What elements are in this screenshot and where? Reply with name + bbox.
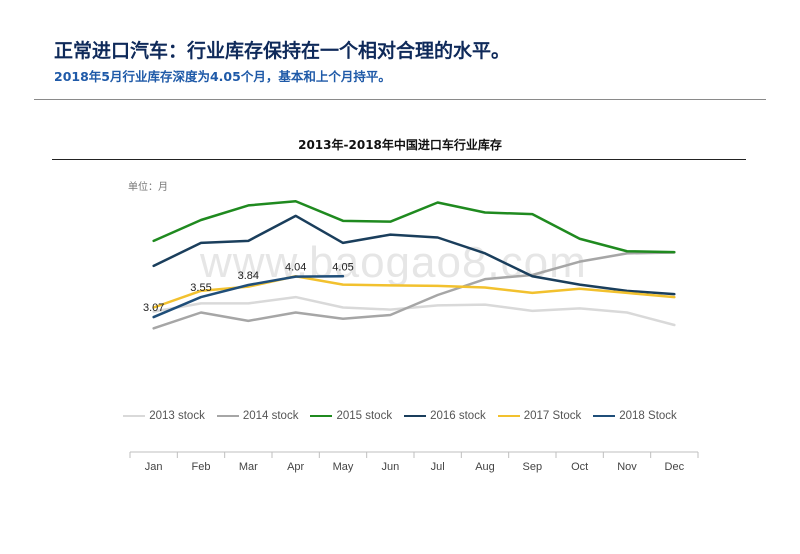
data-label-may: 4.05 — [332, 261, 353, 273]
x-tick-label-feb: Feb — [192, 461, 211, 473]
chart-title-divider — [52, 159, 746, 160]
x-tick-label-may: May — [333, 461, 354, 473]
x-tick-label-oct: Oct — [571, 461, 588, 473]
watermark-text: www.baogao8.com — [200, 238, 587, 287]
x-tick-label-aug: Aug — [475, 461, 495, 473]
legend-swatch-2013-stock — [123, 415, 146, 417]
legend-label-2017-stock: 2017 Stock — [523, 410, 582, 422]
data-label-mar: 3.84 — [238, 270, 259, 282]
data-label-feb: 3.55 — [190, 282, 211, 294]
series-line-2018-stock — [152, 275, 345, 319]
x-tick-label-jun: Jun — [381, 461, 399, 473]
series-line-2014-stock — [152, 251, 676, 330]
x-tick-label-jan: Jan — [145, 461, 163, 473]
legend-swatch-2016-stock — [404, 415, 427, 417]
legend-item-2017-stock: 2017 Stock — [497, 410, 582, 422]
legend-label-2018-stock: 2018 Stock — [619, 410, 677, 422]
x-tick-label-sep: Sep — [523, 461, 543, 473]
x-tick-label-mar: Mar — [239, 461, 258, 473]
x-tick-label-jul: Jul — [431, 461, 445, 473]
legend-label-2014-stock: 2014 stock — [242, 410, 299, 422]
legend-label-2015-stock: 2015 stock — [336, 410, 393, 422]
data-label-jan: 3.07 — [143, 302, 164, 314]
legend-item-2016-stock: 2016 stock — [404, 410, 486, 422]
y-axis-unit: 单位：月 — [128, 182, 168, 193]
slide-subline: 2018年5月行业库存深度为4.05个月，基本和上个月持平。 — [54, 69, 391, 84]
series-line-2013-stock — [152, 295, 676, 327]
legend-label-2016-stock: 2016 stock — [430, 410, 486, 422]
x-tick-label-apr: Apr — [287, 461, 304, 473]
slide-headline: 正常进口汽车：行业库存保持在一个相对合理的水平。 — [54, 40, 511, 62]
legend-swatch-2018-stock — [593, 415, 616, 417]
legend-label-2013-stock: 2013 stock — [149, 410, 205, 422]
legend-item-2018-stock: 2018 Stock — [593, 410, 677, 422]
legend-swatch-2014-stock — [216, 415, 239, 417]
x-tick-label-dec: Dec — [665, 461, 685, 473]
legend-swatch-2017-stock — [497, 415, 520, 417]
legend-item-2014-stock: 2014 stock — [216, 410, 299, 422]
series-line-2015-stock — [152, 200, 676, 254]
header-divider — [34, 99, 766, 100]
chart-title: 2013年-2018年中国进口车行业库存 — [298, 138, 502, 152]
legend-swatch-2015-stock — [310, 415, 333, 417]
series-line-2016-stock — [152, 214, 676, 296]
legend-item-2013-stock: 2013 stock — [123, 410, 205, 422]
x-tick-label-nov: Nov — [617, 461, 637, 473]
chart-legend: 2013 stock 2014 stock 2015 stock 2016 stock… — [0, 410, 800, 422]
data-label-apr: 4.04 — [285, 262, 306, 274]
legend-item-2015-stock: 2015 stock — [310, 410, 392, 422]
